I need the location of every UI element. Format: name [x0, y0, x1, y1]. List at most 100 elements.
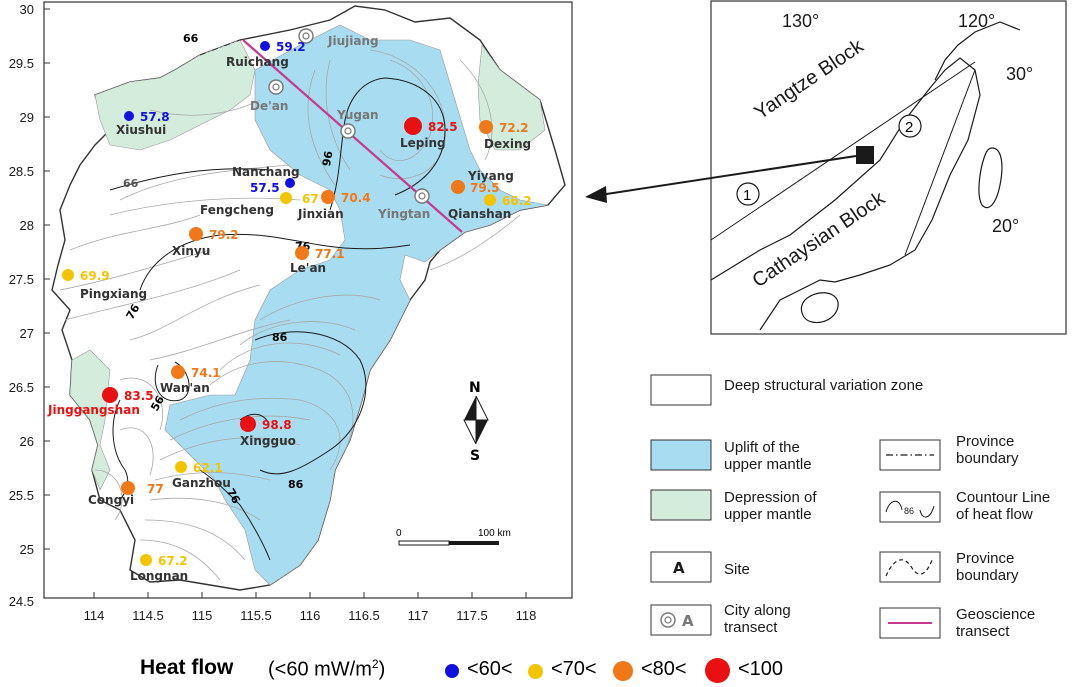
city-marker-icon [340, 123, 356, 139]
site-value: 57.5 [250, 181, 280, 195]
north-arrow-icon: N S [463, 380, 489, 464]
x-tick-label: 115.5 [240, 608, 272, 623]
site-name: Dexing [484, 137, 531, 151]
site-xiushui: 57.8 Xiushui [116, 110, 170, 137]
legend-label-line: Uplift of the [724, 439, 800, 456]
site-congyi: 77 Congyi [88, 481, 164, 507]
site-dot [62, 269, 74, 281]
site-fengcheng: 67 Fengcheng [200, 192, 319, 217]
scale-bar: 0 100 km [396, 528, 511, 546]
depression-zone-west [69, 349, 111, 491]
uplift-zone [164, 24, 549, 586]
heat-flow-key: Heat flow (<60 mW/m2) <60< <70< <80< <10… [140, 656, 860, 686]
inset-island [978, 147, 1003, 209]
transect-cities: Jiujiang De'an Yugan Yingtan [250, 28, 430, 221]
province-boundary-inner [199, 29, 291, 56]
main-map: 66 66 76 76 86 86 76 96 56 30 29.5 29 28… [9, 1, 573, 623]
class-label: <80< [641, 658, 687, 680]
city-label: Jiujiang [327, 34, 379, 48]
legend-label: Geoscience transect [956, 606, 1039, 640]
legend-label-line: Geoscience [956, 606, 1035, 623]
contour-label: 66 [123, 177, 139, 190]
city-dean: De'an [250, 79, 288, 113]
contour-label: 86 [288, 478, 304, 491]
site-dot [404, 117, 422, 135]
y-tick-label: 28 [20, 218, 34, 233]
city-marker-icon [298, 28, 314, 44]
site-pingxiang: 69.9 Pingxiang [62, 269, 147, 301]
legend-label: Site [724, 561, 750, 578]
y-axis: 30 29.5 29 28.5 28 27.5 27 26.5 26 25.5 … [9, 2, 34, 609]
site-name: Xingguo [240, 434, 296, 448]
legend-province-boundary-1: Province boundary [879, 433, 1019, 471]
site-value: 69.9 [80, 269, 110, 283]
legend-province-boundary-2: Province boundary [879, 550, 1019, 584]
legend-label-line: boundary [956, 567, 1019, 584]
inset-fault-2 [904, 69, 976, 256]
legend-contour: 86 Countour Line of heat flow [879, 489, 1050, 523]
site-ruichang: 59.2 Ruichang [226, 40, 306, 69]
site-lean: 77.1 Le'an [290, 246, 345, 275]
site-name: Le'an [290, 261, 326, 275]
y-ticks [44, 8, 50, 550]
site-dot [280, 192, 292, 204]
legend-city-symbol: A [682, 612, 694, 630]
site-value: 82.5 [428, 120, 458, 134]
study-area-marker [856, 146, 874, 164]
scale-zero: 0 [396, 528, 402, 539]
site-longnan: 67.2 Longnan [130, 554, 188, 583]
city-yugan: Yugan [336, 108, 379, 139]
legend-uplift: Uplift of the upper mantle [650, 439, 812, 473]
y-tick-label: 30 [20, 2, 34, 17]
y-tick-label: 26 [20, 434, 34, 449]
site-dot [121, 481, 135, 495]
legend-city: A City along transect [650, 602, 791, 636]
city-label: Yingtan [377, 207, 430, 221]
x-tick-label: 117 [408, 608, 429, 623]
inset-lon-130: 130° [782, 11, 819, 31]
site-xinyu: 79.2 Xinyu [172, 227, 239, 258]
legend-label-line: Province [956, 550, 1014, 567]
site-value: 70.4 [341, 191, 371, 205]
site-value: 77.1 [315, 247, 345, 261]
inset-marker-1: 1 [736, 182, 760, 206]
city-label: Yugan [336, 108, 379, 122]
y-tick-label: 27 [20, 326, 34, 341]
site-value: 67 [302, 192, 319, 206]
site-value: 77 [147, 482, 164, 496]
depression-zone-northeast [477, 44, 546, 151]
class-label: <100 [738, 658, 784, 680]
site-dot [484, 194, 496, 206]
x-tick-label: 118 [516, 608, 537, 623]
site-name: Yiyang [467, 169, 514, 183]
y-tick-label: 28.5 [9, 164, 34, 179]
site-value: 57.8 [140, 110, 170, 124]
unit-prefix: (<60 mW/m [268, 658, 372, 681]
site-dot [285, 178, 295, 188]
site-ganzhou: 62.1 Ganzhou [172, 461, 231, 490]
unit-suffix: ) [378, 658, 386, 681]
site-name: Ganzhou [172, 476, 231, 490]
site-value: 72.2 [499, 121, 529, 135]
inset-lat-30: 30° [1006, 64, 1033, 84]
depression-zone-north [94, 39, 256, 151]
site-name: Leping [400, 136, 446, 150]
contour-label: 86 [272, 331, 288, 344]
site-name: Longnan [130, 569, 188, 583]
city-marker-icon [660, 612, 676, 628]
legend-label: Deep structural variation zone [724, 377, 923, 394]
site-name: Fengcheng [200, 203, 274, 217]
heat-flow-unit: (<60 mW/m2) [268, 657, 385, 682]
site-xingguo: 98.8 Xingguo [240, 416, 296, 448]
site-dot [175, 461, 187, 473]
site-yiyang: 79.5 Yiyang [451, 169, 514, 195]
heat-flow-sites: 59.2 Ruichang 57.8 Xiushui 57.5 Nanchang… [47, 40, 532, 583]
site-value: 66.2 [502, 194, 532, 208]
y-tick-label: 25 [20, 542, 34, 557]
x-ticks [93, 592, 527, 598]
scale-label: 100 km [478, 528, 511, 539]
legend-label-line: Province [956, 433, 1014, 450]
inset-island-south [800, 292, 839, 324]
legend-label-line: transect [724, 619, 778, 636]
unit-sup: 2 [371, 657, 379, 671]
